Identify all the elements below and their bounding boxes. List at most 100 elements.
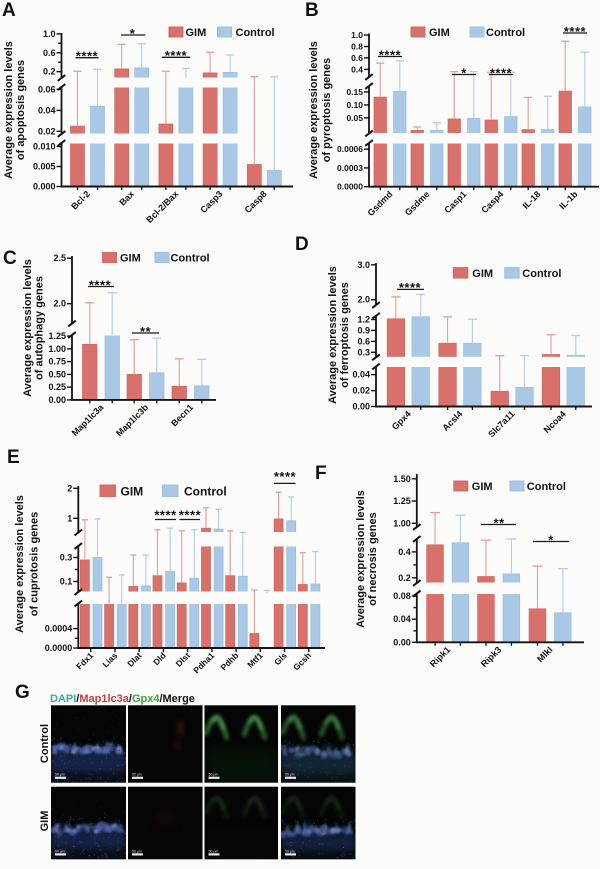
svg-text:Average expression levels: Average expression levels (3, 41, 15, 179)
svg-text:DAPI/Map1lc3a/Gpx4/Merge: DAPI/Map1lc3a/Gpx4/Merge (50, 693, 195, 705)
svg-text:0.08: 0.08 (393, 591, 411, 601)
svg-text:of apoptosis genes: of apoptosis genes (15, 60, 27, 160)
svg-text:GIM: GIM (120, 253, 141, 265)
svg-text:50 μm: 50 μm (55, 849, 65, 853)
svg-text:GIM: GIM (429, 27, 450, 39)
svg-text:Average expression levels: Average expression levels (355, 490, 367, 628)
svg-text:****: **** (564, 24, 587, 39)
svg-text:of cuprotosis genes: of cuprotosis genes (29, 512, 41, 617)
svg-text:0.9: 0.9 (357, 325, 370, 335)
svg-text:1.0: 1.0 (351, 30, 363, 40)
svg-text:0.25: 0.25 (48, 382, 66, 392)
svg-text:0.2: 0.2 (43, 67, 56, 77)
svg-text:G: G (15, 682, 30, 703)
svg-text:D: D (295, 234, 309, 255)
svg-text:0.8: 0.8 (351, 42, 363, 52)
svg-text:0.00: 0.00 (352, 402, 370, 412)
svg-text:****: **** (274, 469, 297, 484)
svg-text:*: * (548, 532, 554, 547)
svg-text:0.75: 0.75 (48, 357, 66, 367)
svg-text:0.0000: 0.0000 (45, 643, 73, 653)
svg-text:*: * (461, 65, 467, 80)
svg-text:****: **** (154, 508, 177, 523)
svg-text:**: ** (140, 324, 152, 339)
svg-text:E: E (7, 447, 20, 468)
svg-text:0.02: 0.02 (38, 126, 56, 136)
svg-text:0.05: 0.05 (346, 113, 363, 123)
svg-text:0.010: 0.010 (33, 142, 56, 152)
svg-text:50 μm: 50 μm (55, 773, 65, 777)
svg-text:0.2: 0.2 (398, 573, 411, 583)
svg-text:0.3: 0.3 (60, 553, 73, 563)
svg-text:Control: Control (486, 27, 525, 39)
svg-text:1: 1 (67, 513, 72, 523)
svg-text:50 μm: 50 μm (132, 773, 142, 777)
svg-text:1.50: 1.50 (393, 474, 411, 484)
svg-text:0.04: 0.04 (393, 614, 411, 624)
svg-text:1.00: 1.00 (48, 344, 66, 354)
svg-text:50 μm: 50 μm (285, 773, 295, 777)
svg-text:0.4: 0.4 (351, 64, 363, 74)
svg-text:0.005: 0.005 (33, 162, 56, 172)
svg-text:1.25: 1.25 (393, 496, 411, 506)
svg-text:****: **** (179, 508, 202, 523)
svg-text:0.0003: 0.0003 (337, 163, 363, 173)
svg-text:of autophagy genes: of autophagy genes (34, 276, 46, 380)
svg-text:0.6: 0.6 (351, 53, 363, 63)
svg-text:****: **** (490, 65, 513, 80)
svg-text:Average expression levels: Average expression levels (22, 259, 34, 397)
svg-text:Control: Control (522, 268, 561, 280)
svg-text:GIM: GIM (472, 481, 493, 493)
svg-text:****: **** (89, 277, 112, 292)
svg-text:3.0: 3.0 (357, 260, 370, 270)
svg-text:0.6: 0.6 (357, 336, 370, 346)
svg-text:GIM: GIM (472, 268, 493, 280)
svg-text:0.0004: 0.0004 (45, 624, 73, 634)
svg-text:****: **** (165, 48, 188, 63)
svg-text:0.4: 0.4 (398, 547, 411, 557)
svg-text:0.00: 0.00 (393, 637, 411, 647)
svg-text:Control: Control (184, 485, 227, 499)
svg-text:Control: Control (171, 253, 210, 265)
svg-text:0.02: 0.02 (352, 386, 370, 396)
svg-text:2.5: 2.5 (53, 253, 66, 263)
svg-text:GIM: GIM (186, 27, 207, 39)
svg-text:of ferroptosis genes: of ferroptosis genes (339, 282, 351, 388)
svg-text:****: **** (399, 280, 422, 295)
svg-text:0.6: 0.6 (43, 48, 56, 58)
svg-text:0.0006: 0.0006 (337, 144, 363, 154)
svg-text:2.0: 2.0 (53, 299, 66, 309)
svg-text:B: B (305, 0, 319, 21)
svg-text:2: 2 (67, 483, 72, 493)
svg-text:0.15: 0.15 (346, 87, 363, 97)
svg-text:of pyroptosis genes: of pyroptosis genes (321, 58, 333, 163)
svg-text:0.1: 0.1 (60, 577, 73, 587)
svg-text:GIM: GIM (39, 811, 51, 832)
svg-text:0.04: 0.04 (352, 370, 370, 380)
svg-text:GIM: GIM (121, 485, 144, 499)
svg-text:Control: Control (236, 27, 275, 39)
svg-text:A: A (2, 0, 16, 21)
svg-text:50 μm: 50 μm (285, 849, 295, 853)
svg-text:50 μm: 50 μm (209, 849, 219, 853)
svg-text:0.04: 0.04 (38, 105, 56, 115)
svg-text:Average expression levels: Average expression levels (14, 495, 26, 633)
svg-text:0.00: 0.00 (48, 395, 66, 405)
svg-text:2.0: 2.0 (357, 295, 370, 305)
svg-text:50 μm: 50 μm (132, 849, 142, 853)
svg-text:1.00: 1.00 (393, 518, 411, 528)
svg-text:Control: Control (39, 724, 51, 763)
svg-text:1.2: 1.2 (357, 315, 370, 325)
svg-text:*: * (130, 26, 136, 41)
svg-text:50 μm: 50 μm (209, 773, 219, 777)
svg-text:Average expression levels: Average expression levels (308, 41, 320, 179)
svg-text:0.3: 0.3 (357, 347, 370, 357)
svg-text:0.000: 0.000 (33, 182, 56, 192)
svg-text:**: ** (493, 515, 505, 530)
svg-text:1.0: 1.0 (43, 29, 56, 39)
svg-text:0.0000: 0.0000 (337, 182, 363, 192)
svg-text:Average expression levels: Average expression levels (327, 266, 339, 404)
svg-text:0.06: 0.06 (38, 84, 56, 94)
svg-text:1.25: 1.25 (48, 331, 66, 341)
svg-text:****: **** (76, 49, 99, 64)
